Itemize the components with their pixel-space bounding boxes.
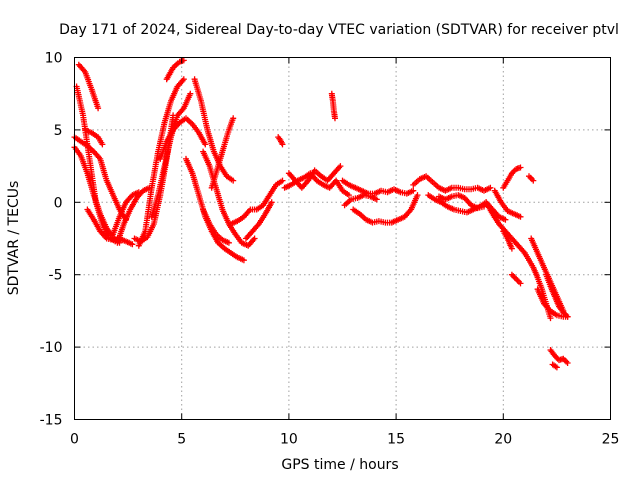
data-point [240, 257, 247, 264]
grid-lines [74, 57, 611, 420]
y-tick-label: 10 [45, 51, 63, 67]
series-t10 [135, 76, 187, 249]
data-point [502, 216, 509, 223]
series-t21 [275, 134, 286, 148]
x-tick-label: 5 [177, 432, 186, 448]
series-t25 [339, 177, 417, 197]
series-t42 [549, 361, 560, 371]
data-points [71, 57, 571, 371]
data-point [279, 141, 286, 148]
series-t1 [71, 134, 129, 223]
x-axis-label: GPS time / hours [281, 457, 398, 473]
data-point [230, 177, 237, 184]
data-point [95, 105, 102, 112]
data-point [180, 76, 187, 83]
series-t36 [526, 173, 537, 184]
data-point [373, 196, 380, 203]
series-t24 [328, 90, 338, 122]
series-t35 [508, 271, 524, 287]
series-t8 [114, 184, 153, 246]
series-t5 [82, 126, 106, 148]
chart-title: Day 171 of 2024, Sidereal Day-to-day VTE… [59, 22, 619, 38]
data-point [99, 141, 106, 148]
y-tick-label: -5 [49, 268, 63, 284]
data-point [332, 115, 338, 122]
data-point [487, 184, 494, 191]
data-point [129, 241, 136, 248]
data-point [345, 192, 352, 199]
x-tick-label: 20 [494, 432, 512, 448]
data-point [508, 271, 515, 278]
data-point [202, 141, 209, 148]
series-t41 [547, 347, 571, 366]
x-tick-label: 0 [70, 432, 79, 448]
data-point [553, 364, 560, 371]
data-point [517, 213, 524, 220]
data-point [508, 245, 515, 252]
series-t27 [341, 192, 380, 209]
data-point [530, 177, 537, 184]
data-point [517, 164, 524, 171]
data-point [481, 203, 487, 210]
series-t19 [228, 177, 286, 227]
data-point [230, 115, 237, 122]
series-t17 [200, 206, 232, 246]
x-tick-label: 15 [387, 432, 405, 448]
y-axis-label: SDTVAR / TECUs [6, 181, 22, 296]
series-t18 [208, 115, 237, 191]
series-t7 [110, 189, 142, 238]
data-point [564, 360, 571, 366]
x-tick-label: 25 [602, 432, 620, 448]
data-point [251, 235, 258, 242]
data-point [414, 192, 421, 199]
data-point [225, 239, 232, 246]
x-tick-label: 10 [280, 432, 298, 448]
y-tick-label: 0 [54, 195, 63, 211]
x-axis-ticks: 0 5 10 15 20 25 [70, 57, 620, 448]
y-axis-ticks: -15 -10 -5 0 5 10 [40, 51, 611, 429]
series-t30 [436, 192, 487, 212]
series-t13 [157, 115, 209, 162]
series-t33 [500, 164, 524, 191]
data-point [268, 199, 275, 206]
y-tick-label: 5 [54, 123, 63, 139]
series-t40 [543, 271, 571, 320]
series-t28 [410, 173, 494, 194]
series-t32 [491, 187, 524, 220]
series-t23 [285, 163, 344, 191]
data-point [410, 187, 417, 194]
series-t34 [500, 228, 515, 252]
data-point [187, 90, 194, 97]
data-point [564, 313, 571, 320]
data-point [547, 315, 554, 322]
plot-frame [74, 57, 611, 420]
series-t4 [75, 61, 102, 112]
data-point [279, 177, 286, 184]
y-tick-label: -15 [40, 413, 63, 429]
data-point [337, 163, 344, 170]
y-tick-label: -10 [40, 340, 63, 356]
series-t26 [350, 192, 421, 226]
series-t20 [243, 199, 275, 242]
data-point [517, 280, 524, 287]
